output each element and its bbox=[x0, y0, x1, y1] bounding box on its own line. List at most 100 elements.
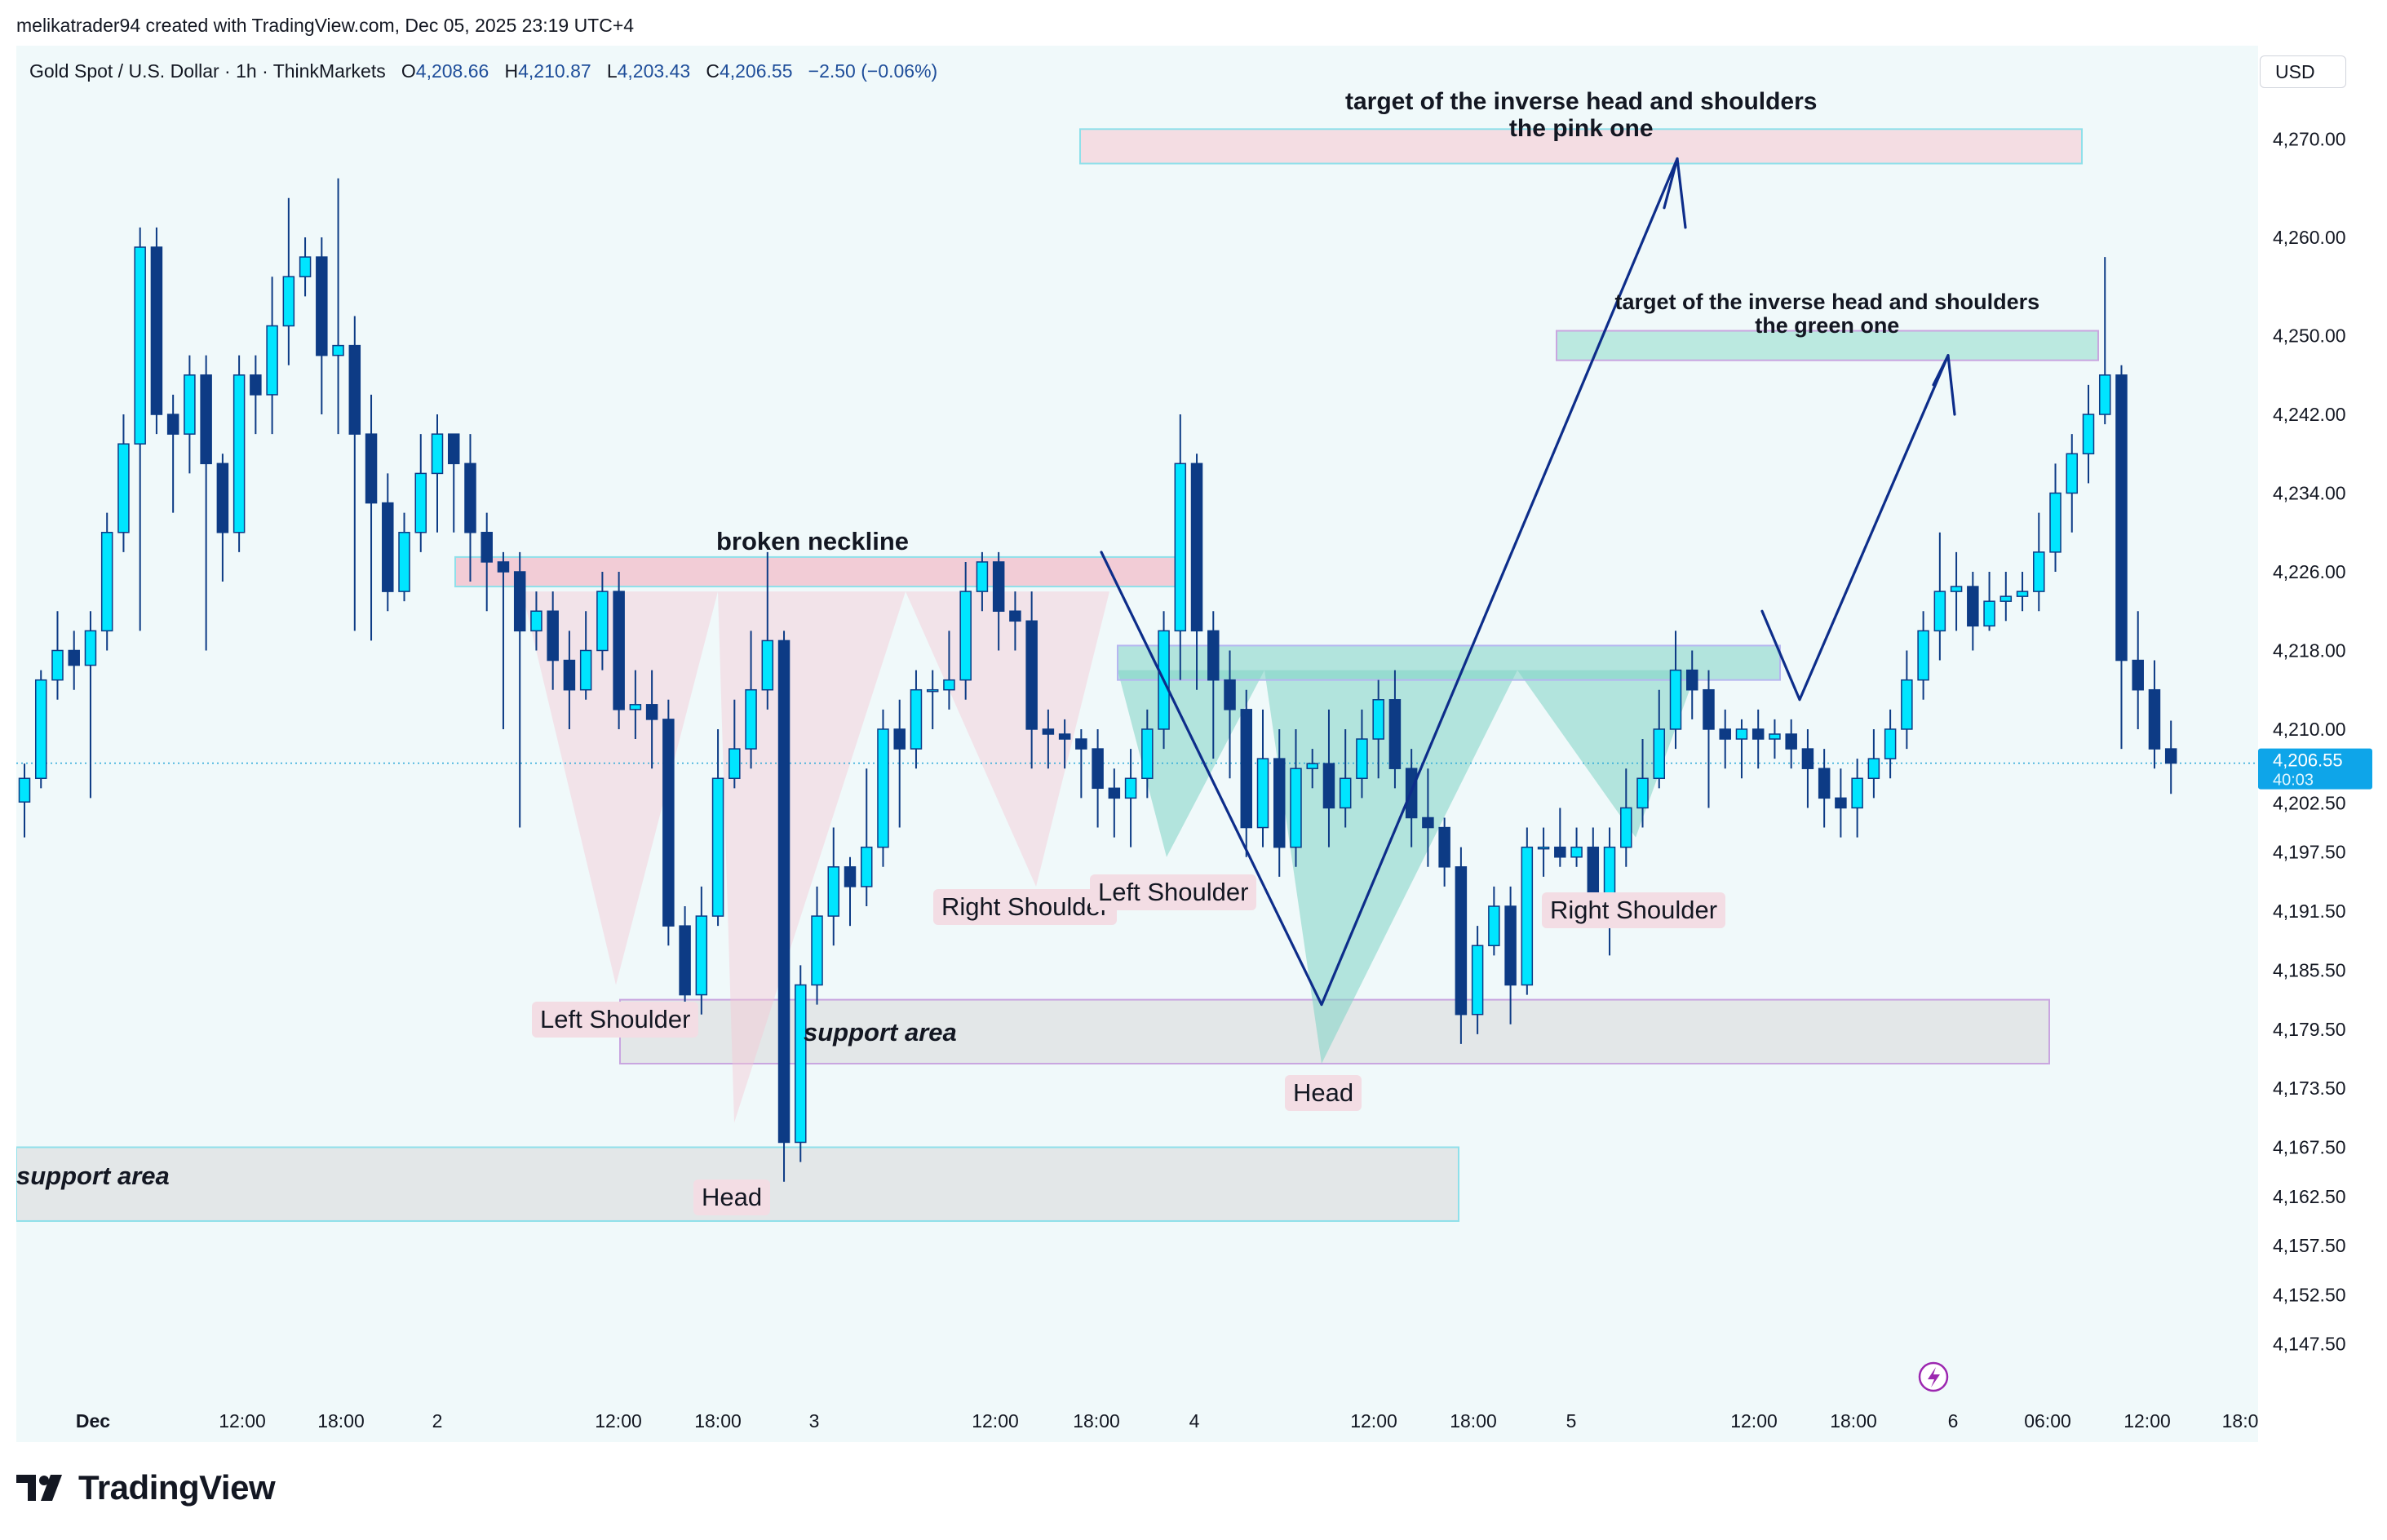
price-tick-label: 4,173.50 bbox=[2273, 1078, 2346, 1099]
candle bbox=[711, 728, 724, 927]
candle-body bbox=[200, 374, 212, 465]
candle bbox=[1669, 631, 1682, 750]
candle-body bbox=[1967, 586, 1979, 627]
candle bbox=[1356, 709, 1368, 799]
tradingview-logo[interactable]: TradingView bbox=[16, 1468, 276, 1507]
candle-body bbox=[795, 984, 807, 1144]
candle-body bbox=[1190, 462, 1203, 632]
right-shoulder-2-label: Right Shoulder bbox=[1542, 892, 1726, 928]
candle bbox=[613, 572, 625, 729]
candle bbox=[184, 355, 196, 474]
candle bbox=[1703, 670, 1715, 808]
candle bbox=[1570, 827, 1583, 867]
candle bbox=[1752, 709, 1765, 769]
candle-body bbox=[1785, 733, 1797, 750]
price-tick-label: 4,218.00 bbox=[2273, 639, 2346, 661]
candle bbox=[1537, 827, 1550, 877]
candle-body bbox=[1835, 797, 1847, 809]
candle-body bbox=[1042, 728, 1055, 735]
time-tick-label: 06:00 bbox=[2024, 1410, 2071, 1432]
candle bbox=[348, 316, 361, 631]
candle-body bbox=[1504, 905, 1517, 986]
candle bbox=[2164, 720, 2177, 794]
candle-body bbox=[777, 639, 790, 1144]
candle bbox=[1835, 768, 1847, 838]
time-tick-label: Dec bbox=[76, 1410, 110, 1432]
candle-body bbox=[1256, 758, 1269, 829]
candle bbox=[1983, 572, 1995, 631]
chart-area[interactable]: 4,147.50 4,152.50 4,157.50 4,162.50 4,167.50… bbox=[16, 46, 2372, 1442]
candle-body bbox=[827, 866, 840, 917]
candle bbox=[579, 611, 592, 700]
candle-body bbox=[1620, 807, 1632, 848]
green-target-label: target of the inverse head and shoulders… bbox=[1614, 290, 2040, 338]
candle-body bbox=[1356, 738, 1368, 780]
candle bbox=[2082, 384, 2095, 484]
time-tick-label: 6 bbox=[1948, 1410, 1959, 1432]
candle bbox=[1785, 719, 1797, 769]
price-tag-countdown: 40:03 bbox=[2273, 772, 2314, 790]
candle-body bbox=[728, 748, 741, 780]
candle bbox=[68, 631, 80, 690]
candle bbox=[596, 572, 609, 670]
candle-body bbox=[365, 433, 378, 504]
time-tick-label: 12:00 bbox=[595, 1410, 642, 1432]
ohlc-high: H4,210.87 bbox=[504, 60, 591, 82]
candle bbox=[84, 611, 97, 799]
candle-body bbox=[711, 777, 724, 917]
candle-body bbox=[1950, 586, 1963, 592]
candle bbox=[497, 551, 510, 729]
candle-body bbox=[1653, 728, 1666, 780]
tradingview-wordmark: TradingView bbox=[78, 1468, 276, 1507]
candle-body bbox=[811, 915, 823, 986]
candle-body bbox=[497, 561, 510, 573]
candle bbox=[2033, 512, 2045, 612]
candle bbox=[150, 227, 163, 435]
candle-body bbox=[1075, 738, 1087, 750]
tradingview-logo-icon bbox=[16, 1475, 62, 1501]
candle-body bbox=[68, 649, 80, 666]
candle bbox=[992, 551, 1005, 651]
candle-body bbox=[299, 256, 312, 277]
candle-body bbox=[2033, 551, 2045, 592]
time-tick-label: 18:00 bbox=[1450, 1410, 1497, 1432]
chart-canvas[interactable]: 4,147.50 4,152.50 4,157.50 4,162.50 4,167.50… bbox=[16, 46, 2372, 1442]
candle bbox=[795, 965, 807, 1162]
candle bbox=[1851, 759, 1863, 838]
candle-body bbox=[844, 866, 857, 887]
time-tick-label: 5 bbox=[1566, 1410, 1577, 1432]
candle-body bbox=[1933, 591, 1946, 632]
candle bbox=[1521, 827, 1534, 995]
candle-body bbox=[547, 610, 559, 662]
candle-body bbox=[1124, 777, 1137, 799]
candle-body bbox=[629, 704, 642, 710]
price-tick-label: 4,157.50 bbox=[2273, 1235, 2346, 1256]
candle-body bbox=[530, 610, 542, 632]
lightning-icon bbox=[1918, 1361, 1949, 1392]
candle bbox=[216, 454, 229, 582]
candle-body bbox=[2000, 595, 2013, 602]
candle bbox=[662, 699, 675, 946]
candle bbox=[1042, 709, 1055, 769]
candle-body bbox=[166, 414, 179, 435]
candle bbox=[134, 227, 146, 631]
candle bbox=[1504, 886, 1517, 1024]
price-tag-value: 4,206.55 bbox=[2273, 750, 2343, 771]
candle bbox=[1769, 719, 1781, 759]
candle-body bbox=[2148, 688, 2161, 750]
candle-body bbox=[464, 462, 476, 533]
price-tick-label: 4,197.50 bbox=[2273, 842, 2346, 863]
candle-body bbox=[1422, 816, 1434, 829]
currency-button[interactable]: USD bbox=[2260, 55, 2346, 88]
candle-body bbox=[2098, 374, 2111, 415]
time-tick-label: 18:00 bbox=[1073, 1410, 1120, 1432]
candle-body bbox=[1322, 763, 1335, 809]
candle bbox=[464, 434, 476, 582]
candle-body bbox=[34, 679, 47, 780]
candle bbox=[332, 178, 344, 435]
target-zone-pink bbox=[1079, 128, 2083, 165]
pattern-head-1 bbox=[718, 591, 906, 1123]
candle bbox=[645, 670, 658, 769]
candle bbox=[166, 394, 179, 513]
